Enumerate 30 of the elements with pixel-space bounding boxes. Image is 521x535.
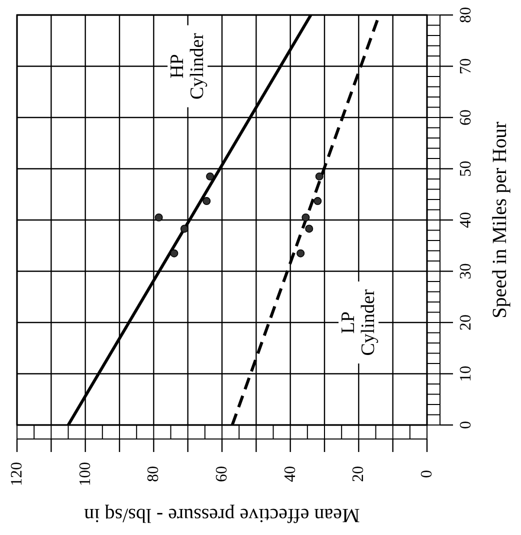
point (154, 213, 163, 222)
point (315, 172, 324, 180)
point (314, 197, 322, 206)
point (206, 172, 214, 180)
x-tick-label: 100 (76, 462, 94, 486)
x-tick-label: 120 (8, 462, 26, 486)
point (305, 224, 314, 233)
y-tick-label: 10 (458, 366, 474, 382)
x-tick-label: 20 (350, 466, 368, 482)
point (202, 197, 211, 206)
x-tick-label: 40 (282, 466, 299, 482)
x-tick-label: 80 (145, 466, 162, 482)
y-tick-label: 80 (458, 7, 474, 23)
y-tick-label: 60 (458, 110, 474, 126)
y-tick-label: 70 (458, 58, 474, 74)
x-tick-label: 60 (214, 466, 230, 482)
point (296, 249, 305, 258)
y-tick-label: 30 (458, 263, 474, 280)
point (302, 213, 310, 222)
y-tick-label: 50 (458, 160, 474, 177)
point (170, 249, 178, 258)
x-axis-title: Mean effective pressure - lbs/sq in (84, 504, 360, 526)
x-tick-label: 0 (418, 470, 436, 478)
y-tick-label: 20 (458, 314, 474, 330)
annotation: LP Cylinder (338, 288, 380, 356)
y-tick-label: 0 (458, 421, 474, 429)
y-axis-title: Speed in Miles per Hour (489, 121, 511, 318)
annotation: HP Cylinder (167, 32, 208, 100)
point (180, 224, 188, 233)
y-tick-label: 40 (458, 212, 474, 228)
